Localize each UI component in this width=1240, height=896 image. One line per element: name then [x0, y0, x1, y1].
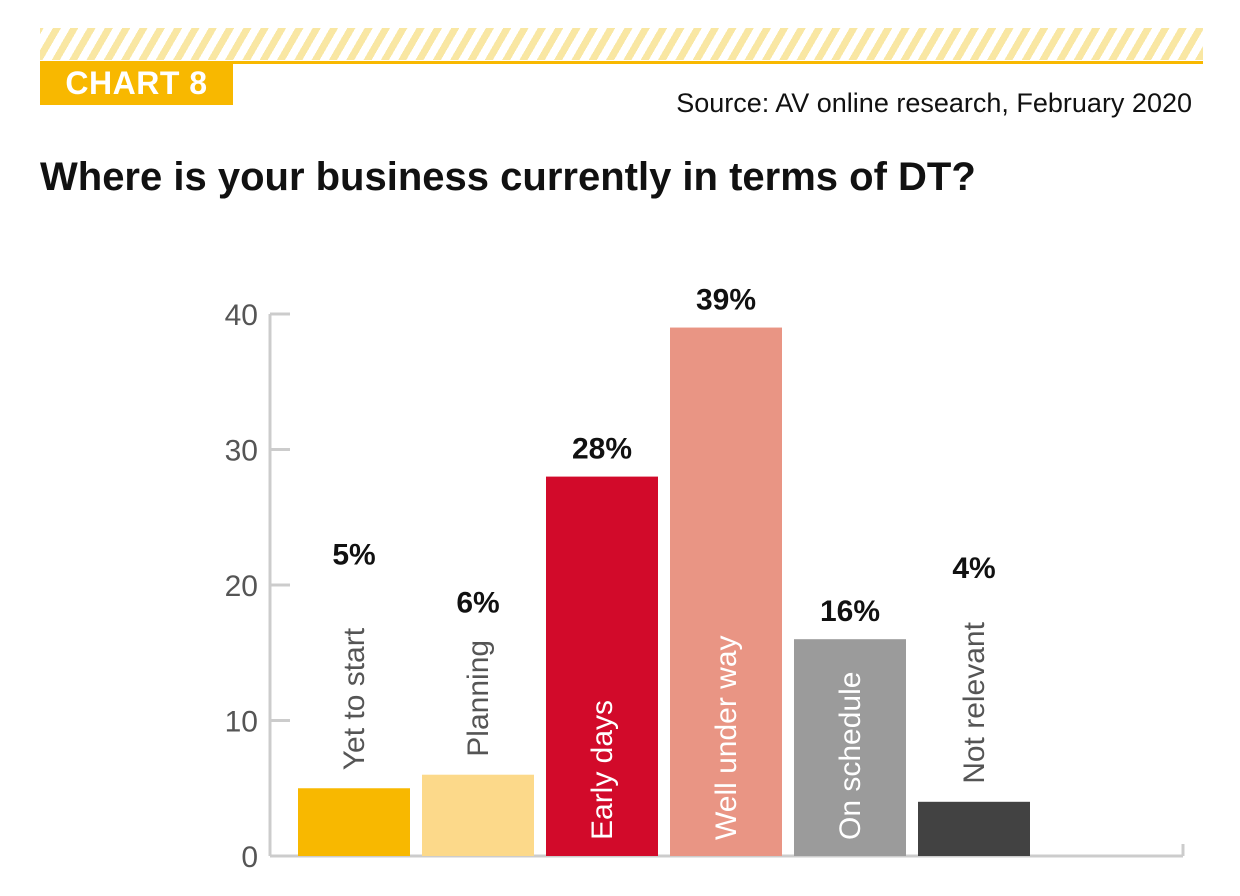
- value-label: 39%: [696, 284, 756, 317]
- y-tick-label: 0: [241, 841, 258, 874]
- category-label: On schedule: [834, 672, 867, 840]
- bar: [670, 327, 782, 856]
- y-tick-label: 10: [225, 706, 258, 739]
- header-hatch-strip: [40, 28, 1203, 60]
- bar: [918, 801, 1030, 856]
- category-label: Yet to start: [338, 627, 371, 770]
- category-label: Early days: [586, 700, 619, 840]
- value-label: 16%: [820, 595, 880, 628]
- category-label: Not relevant: [958, 621, 991, 783]
- y-tick-label: 20: [225, 570, 258, 603]
- bar: [422, 774, 534, 856]
- bar: [794, 639, 906, 856]
- chart-title: Where is your business currently in term…: [40, 155, 976, 199]
- value-label: 5%: [332, 538, 375, 571]
- source-note: Source: AV online research, February 202…: [676, 88, 1192, 118]
- category-label: Well under way: [710, 635, 743, 840]
- y-tick-label: 40: [225, 299, 258, 332]
- chart-number-badge: CHART 8: [40, 62, 233, 105]
- y-tick-label: 30: [225, 435, 258, 468]
- value-label: 28%: [572, 433, 632, 466]
- bar: [546, 476, 658, 856]
- header-rule: [40, 61, 1203, 64]
- value-label: 4%: [952, 552, 995, 585]
- bar: [298, 788, 410, 856]
- category-label: Planning: [462, 640, 495, 757]
- chart-labels: 5% Yet to start 6% Planning 28% Early days 39%…: [332, 284, 995, 840]
- value-label: 6%: [456, 587, 499, 620]
- chart-bars: [298, 327, 1030, 856]
